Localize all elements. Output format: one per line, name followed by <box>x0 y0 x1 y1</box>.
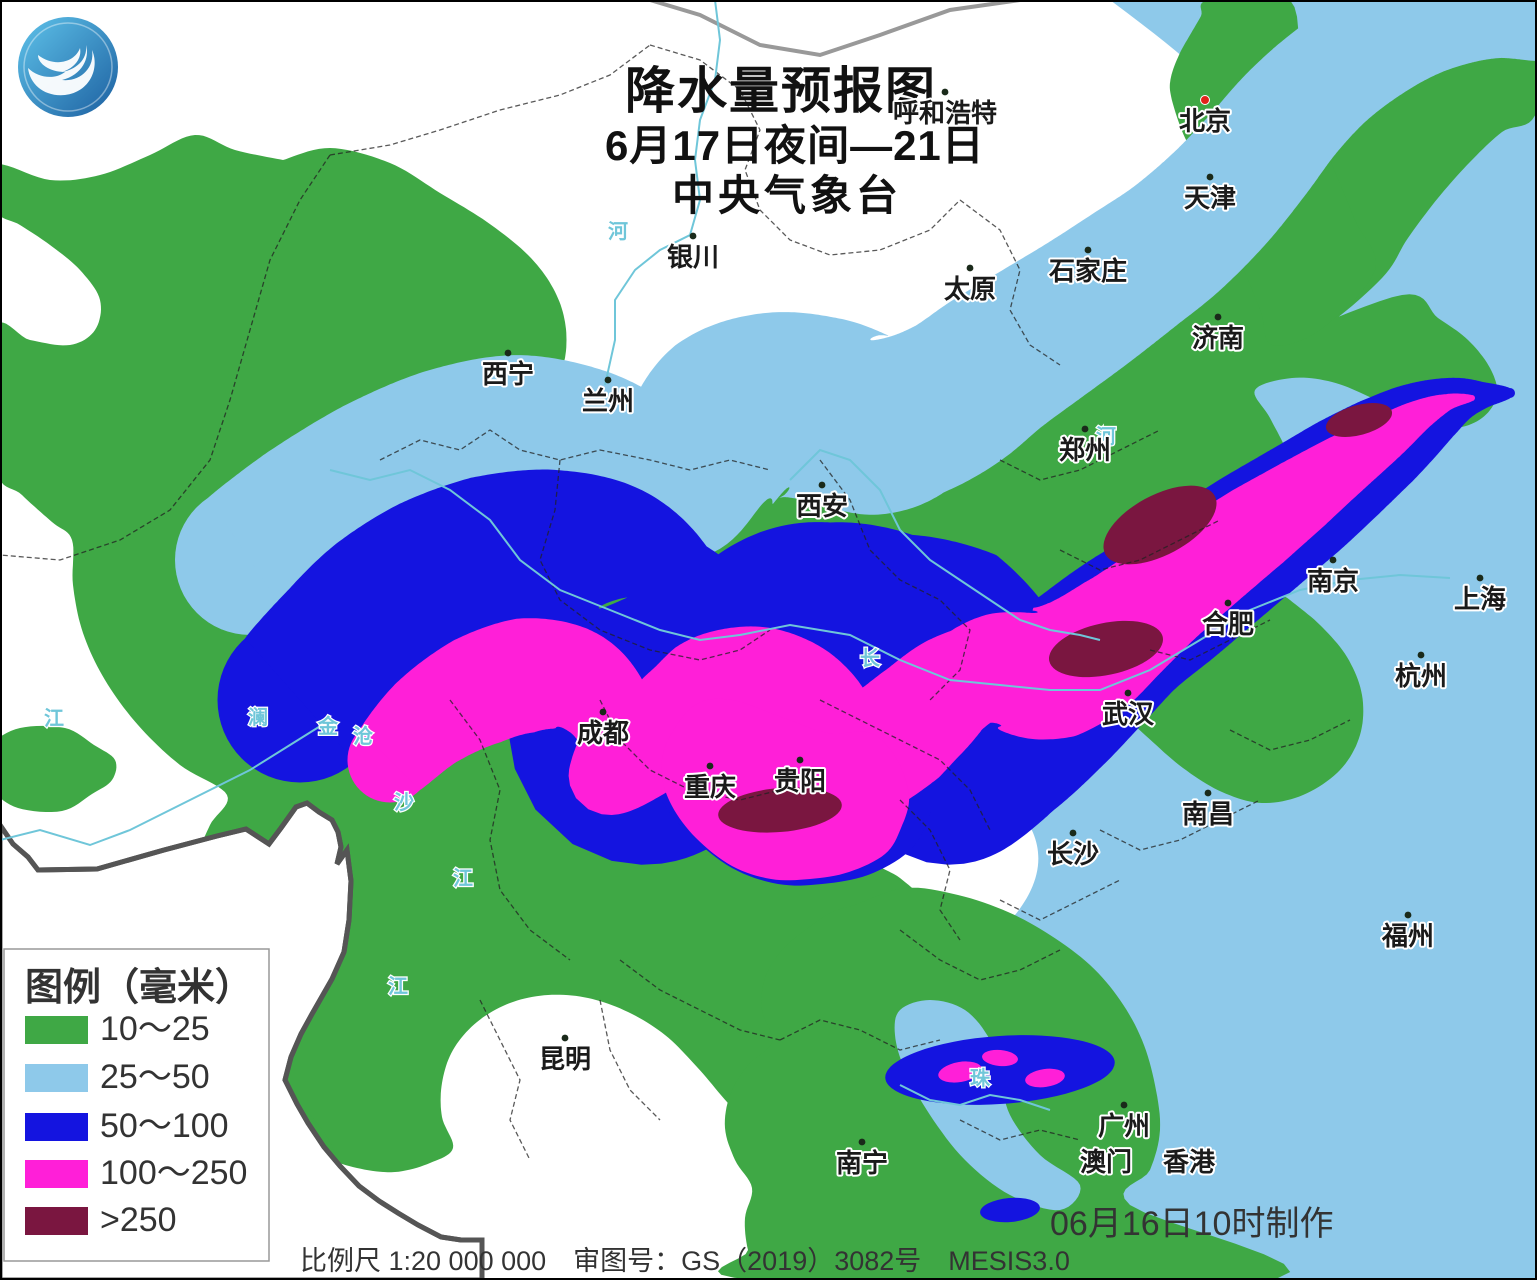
svg-text:郑州: 郑州 <box>1059 435 1111 465</box>
svg-text:广州: 广州 <box>1098 1111 1150 1141</box>
svg-text:贵阳: 贵阳 <box>774 766 826 796</box>
svg-text:成都: 成都 <box>577 718 629 748</box>
svg-text:银川: 银川 <box>667 242 719 272</box>
svg-text:合肥: 合肥 <box>1202 609 1254 639</box>
svg-text:图例（毫米）: 图例（毫米） <box>25 966 253 1009</box>
svg-text:金: 金 <box>317 714 339 738</box>
svg-text:武汉: 武汉 <box>1102 699 1155 729</box>
svg-text:南昌: 南昌 <box>1182 799 1234 829</box>
svg-text:西安: 西安 <box>796 491 848 521</box>
svg-text:澜: 澜 <box>248 706 268 729</box>
svg-text:沙: 沙 <box>394 791 414 814</box>
svg-text:杭州: 杭州 <box>1395 661 1447 691</box>
svg-text:沧: 沧 <box>353 724 373 748</box>
svg-text:降水量预报图: 降水量预报图 <box>625 63 937 119</box>
svg-text:兰州: 兰州 <box>582 386 634 416</box>
svg-text:江: 江 <box>388 975 408 998</box>
svg-text:南宁: 南宁 <box>836 1148 888 1178</box>
svg-text:100～250: 100～250 <box>100 1154 247 1192</box>
svg-text:上海: 上海 <box>1454 584 1506 614</box>
svg-text:江: 江 <box>44 707 64 730</box>
svg-text:中央气象台: 中央气象台 <box>672 172 902 219</box>
svg-text:50～100: 50～100 <box>100 1107 229 1145</box>
svg-text:江: 江 <box>453 867 473 890</box>
svg-text:>250: >250 <box>100 1201 177 1239</box>
svg-text:6月17日夜间—21日: 6月17日夜间—21日 <box>605 122 985 169</box>
svg-text:澳门: 澳门 <box>1080 1147 1132 1177</box>
svg-text:西宁: 西宁 <box>482 359 534 389</box>
svg-text:10～25: 10～25 <box>100 1010 210 1048</box>
svg-text:06月16日10时制作: 06月16日10时制作 <box>1050 1205 1333 1243</box>
svg-text:河: 河 <box>608 220 628 243</box>
svg-text:重庆: 重庆 <box>684 772 736 802</box>
svg-text:长沙: 长沙 <box>1047 839 1099 869</box>
svg-text:25～50: 25～50 <box>100 1058 210 1096</box>
svg-text:石家庄: 石家庄 <box>1048 256 1127 286</box>
svg-text:昆明: 昆明 <box>539 1044 591 1074</box>
svg-text:比例尺 1:20 000 000 审图号：GS（2019）3: 比例尺 1:20 000 000 审图号：GS（2019）3082号 MESIS… <box>300 1246 1070 1276</box>
svg-text:北京: 北京 <box>1179 106 1231 136</box>
svg-text:福州: 福州 <box>1381 921 1434 951</box>
svg-text:香港: 香港 <box>1163 1147 1216 1177</box>
svg-text:天津: 天津 <box>1184 183 1236 213</box>
svg-text:珠: 珠 <box>970 1067 991 1090</box>
svg-text:长: 长 <box>860 647 881 670</box>
svg-text:济南: 济南 <box>1192 323 1244 353</box>
svg-text:呼和浩特: 呼和浩特 <box>893 98 997 128</box>
svg-text:南京: 南京 <box>1307 566 1359 596</box>
svg-text:太原: 太原 <box>944 274 996 304</box>
